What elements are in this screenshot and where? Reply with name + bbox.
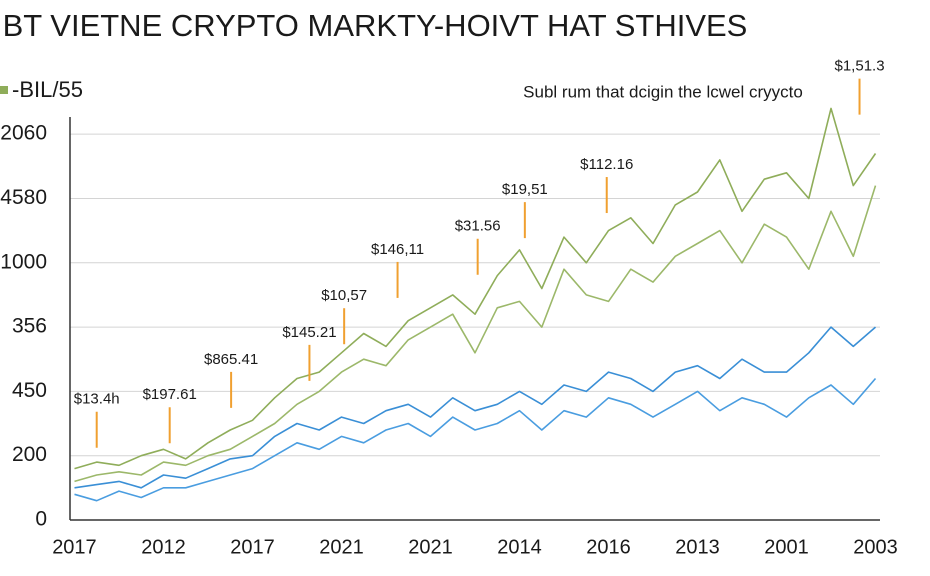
y-tick-label: 1000 — [0, 250, 47, 273]
y-tick-label: 450 — [12, 379, 47, 402]
y-tick-label: 0 — [35, 508, 47, 531]
x-tick-label: 2001 — [764, 536, 809, 558]
series-line — [74, 377, 877, 502]
chart-title: IBT VIETNE CRYPTO MARKTY-HOIVT HAT STHIV… — [0, 8, 747, 43]
legend-label: -BIL/55 — [12, 77, 83, 102]
annotation-label: $112.16 — [580, 156, 633, 173]
x-tick-label: 2012 — [141, 536, 186, 558]
y-tick-label: 4580 — [0, 186, 47, 209]
annotation-label: $13.4h — [74, 391, 120, 408]
y-tick-label: 2060 — [0, 122, 47, 145]
annotation-label: $146,11 — [371, 241, 424, 258]
annotation-label: $19,51 — [502, 181, 548, 198]
y-tick-label: 356 — [12, 315, 47, 338]
annotation-label: $31.56 — [455, 218, 501, 235]
x-tick-label: 2017 — [52, 536, 97, 558]
x-tick-label: 2017 — [230, 536, 275, 558]
series-line — [74, 107, 877, 470]
annotation-label: $145.21 — [282, 324, 336, 341]
annotation-label: $10,57 — [321, 287, 367, 304]
annotation-label: $865.41 — [204, 351, 258, 368]
annotation-label: $197.61 — [143, 386, 197, 403]
annotation: Subl rum that dcigin the lcwel cryycto — [523, 82, 803, 101]
series-line — [74, 326, 877, 489]
x-tick-label: 2016 — [586, 536, 631, 558]
annotation-label: $1,51.3 — [835, 58, 885, 75]
legend-swatch — [0, 86, 8, 94]
x-tick-label: 2014 — [497, 536, 542, 558]
x-tick-label: 2021 — [319, 536, 364, 558]
x-tick-label: 2003 — [853, 536, 898, 558]
series-line — [74, 185, 877, 483]
x-tick-label: 2013 — [675, 536, 720, 558]
y-tick-label: 200 — [12, 443, 47, 466]
x-tick-label: 2021 — [408, 536, 453, 558]
